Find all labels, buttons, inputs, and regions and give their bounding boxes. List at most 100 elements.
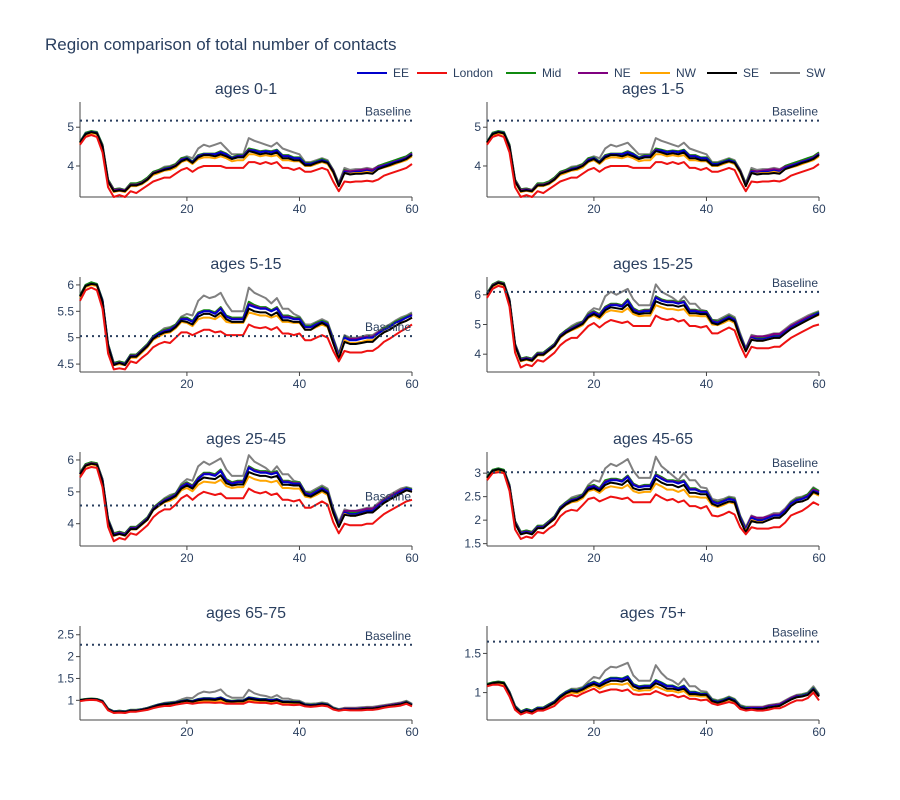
series-line-sw [79,281,413,364]
legend-item-se[interactable]: SE [707,66,759,80]
y-tick-label: 2.5 [464,490,481,504]
panel-title: ages 45-65 [613,431,693,448]
series-line-se [486,281,820,362]
x-tick-label: 20 [587,377,601,391]
x-tick-label: 60 [405,377,419,391]
series-line-mid [79,281,413,364]
x-tick-label: 40 [293,377,307,391]
x-tick-label: 40 [700,377,714,391]
baseline-label: Baseline [365,490,411,504]
panel-ages-45-65: ages 45-65 1.5 2 2.5 3 20 40 60 Baseline [464,431,826,565]
y-tick-label: 3 [474,466,481,480]
series-line-london [486,284,820,369]
series-line-se [79,282,413,367]
series-line-london [486,134,820,198]
y-tick-label: 4.5 [57,357,74,371]
legend-item-ne[interactable]: NE [578,66,631,80]
x-tick-label: 60 [405,551,419,565]
panel-ages-25-45: ages 25-45 4 5 6 20 40 60 Baseline [67,431,419,565]
y-tick-label: 1.5 [464,646,481,660]
panel-title: ages 0-1 [215,81,277,98]
legend-label: Mid [542,66,561,80]
y-tick-label: 1.5 [57,671,74,685]
y-tick-label: 1 [67,693,74,707]
x-tick-label: 60 [812,377,826,391]
series-line-se [79,462,413,537]
y-tick-label: 6 [474,288,481,302]
y-tick-label: 2 [67,650,74,664]
y-tick-label: 4 [474,347,481,361]
panel-title: ages 25-45 [206,431,286,448]
x-tick-label: 20 [587,725,601,739]
series-line-ee [486,468,820,535]
y-tick-label: 5.5 [57,304,74,318]
series-line-london [79,466,413,543]
legend-label: NW [676,66,697,80]
panel-title: ages 75+ [620,605,686,622]
legend-item-sw[interactable]: SW [770,66,826,80]
panel-ages-65-75: ages 65-75 1 1.5 2 2.5 20 40 60 Baseline [57,605,419,739]
x-tick-label: 20 [587,551,601,565]
y-tick-label: 2 [474,513,481,527]
x-tick-label: 40 [700,725,714,739]
y-tick-label: 5 [474,318,481,332]
panel-title: ages 15-25 [613,256,693,273]
legend-label: London [453,66,493,80]
x-tick-label: 20 [180,202,194,216]
baseline-label: Baseline [772,276,818,290]
baseline-label: Baseline [772,456,818,470]
panels: ages 0-1 4 5 20 40 60 Baseline ages 1-5 4 5 20 40 60… [57,81,826,739]
legend-item-london[interactable]: London [417,66,493,80]
chart-title: Region comparison of total number of con… [45,35,397,54]
y-tick-label: 5 [67,120,74,134]
panel-title: ages 65-75 [206,605,286,622]
legend-item-mid[interactable]: Mid [506,66,561,80]
legend-item-nw[interactable]: NW [640,66,697,80]
x-tick-label: 60 [812,725,826,739]
series-line-se [79,131,413,193]
series-line-london [79,134,413,198]
series-line-se [486,131,820,193]
y-tick-label: 1 [474,686,481,700]
y-tick-label: 6 [67,453,74,467]
x-tick-label: 20 [180,551,194,565]
y-tick-label: 2.5 [57,628,74,642]
x-tick-label: 40 [293,725,307,739]
series-line-london [79,698,413,714]
baseline-label: Baseline [365,320,411,334]
y-tick-label: 1.5 [464,537,481,551]
panel-ages-1-5: ages 1-5 4 5 20 40 60 Baseline [474,81,826,216]
series-line-se [486,468,820,536]
panel-title: ages 5-15 [210,256,281,273]
y-tick-label: 5 [67,485,74,499]
legend-label: SW [806,66,826,80]
x-tick-label: 60 [405,725,419,739]
panel-ages-75-: ages 75+ 1 1.5 20 40 60 Baseline [464,605,826,739]
panel-title: ages 1-5 [622,81,684,98]
x-tick-label: 20 [180,377,194,391]
legend[interactable]: EE London Mid NE NW SE SW [357,66,826,80]
legend-label: EE [393,66,409,80]
y-tick-label: 4 [67,159,74,173]
x-tick-label: 60 [812,551,826,565]
x-tick-label: 60 [405,202,419,216]
baseline-label: Baseline [365,629,411,643]
legend-item-ee[interactable]: EE [357,66,409,80]
baseline-label: Baseline [772,626,818,640]
legend-label: SE [743,66,759,80]
x-tick-label: 40 [293,202,307,216]
panel-ages-0-1: ages 0-1 4 5 20 40 60 Baseline [67,81,419,216]
x-tick-label: 20 [587,202,601,216]
series-line-london [486,471,820,540]
baseline-label: Baseline [772,105,818,119]
x-tick-label: 20 [180,725,194,739]
y-tick-label: 4 [474,159,481,173]
y-tick-label: 6 [67,278,74,292]
panel-ages-5-15: ages 5-15 4.5 5 5.5 6 20 40 60 Baseline [57,256,419,391]
baseline-label: Baseline [365,105,411,119]
panel-ages-15-25: ages 15-25 4 5 6 20 40 60 Baseline [474,256,826,391]
series-line-london [486,683,820,716]
x-tick-label: 40 [293,551,307,565]
x-tick-label: 40 [700,202,714,216]
